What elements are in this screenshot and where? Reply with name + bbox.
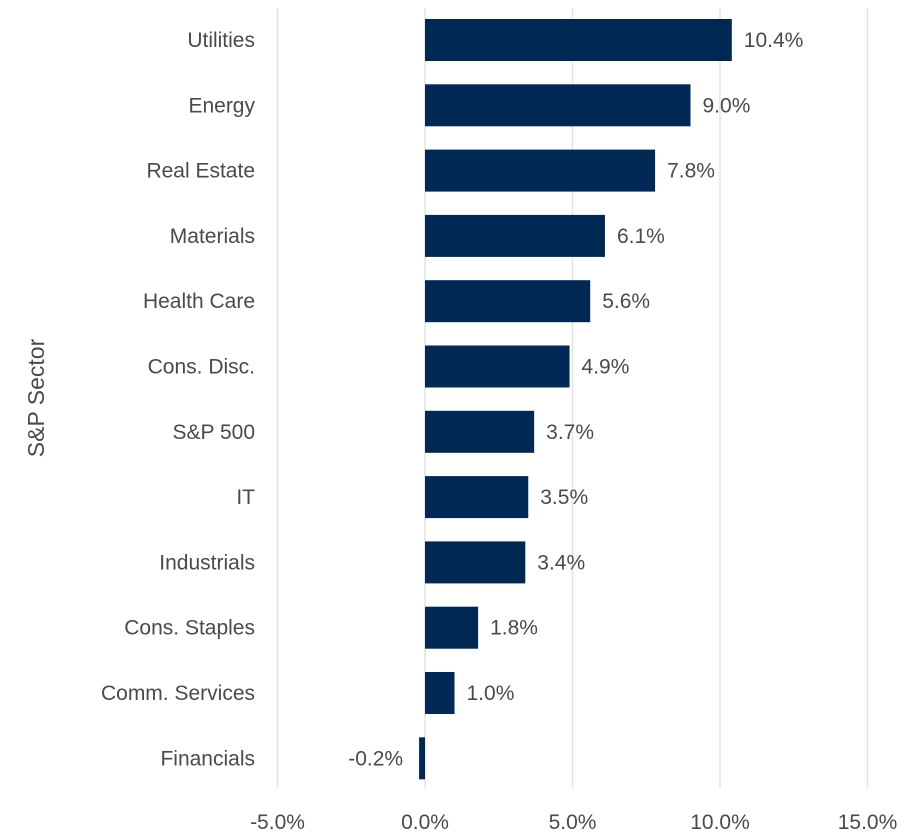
data-label: 1.8% [490,617,538,640]
category-label: Industrials [159,551,255,574]
bar [425,410,535,453]
category-label: Real Estate [146,160,255,183]
bar [425,214,605,257]
bar [425,606,479,649]
data-label: 3.7% [546,421,594,444]
data-label: 5.6% [602,290,650,313]
bar [425,541,526,584]
bars [419,19,732,780]
gridlines [276,8,869,788]
category-label: Financials [160,747,255,770]
x-tick-label: -5.0% [250,811,305,832]
data-label: 7.8% [667,160,715,183]
data-label: 6.1% [617,225,665,248]
x-tick-label: 5.0% [549,811,597,832]
x-tick-label: 15.0% [838,811,898,832]
category-label: Cons. Staples [124,617,255,640]
data-label: -0.2% [348,747,403,770]
data-label: 3.4% [537,551,585,574]
x-tick-label: 0.0% [401,811,449,832]
category-label: Comm. Services [101,682,255,705]
x-axis-tick-labels: -5.0% 0.0% 5.0% 10.0% 15.0% [250,811,897,832]
category-label: Materials [170,225,255,248]
bar [419,737,425,780]
x-tick-label: 10.0% [690,811,750,832]
bar [425,476,529,519]
y-axis-title: S&P Sector [23,338,49,457]
bar [425,84,691,127]
category-labels: Utilities Energy Real Estate Materials Healt… [101,29,256,770]
data-label: 1.0% [467,682,515,705]
data-label: 4.9% [582,356,630,379]
category-label: Health Care [143,290,255,313]
category-label: IT [236,486,255,509]
bar [425,672,455,714]
category-label: Energy [188,94,255,117]
category-label: S&P 500 [172,421,255,444]
data-label: 9.0% [703,94,751,117]
category-label: Utilities [187,29,255,52]
bar [425,280,591,323]
data-label: 10.4% [744,29,804,52]
bar [425,345,570,388]
bar [425,149,656,192]
data-label: 3.5% [540,486,588,509]
category-label: Cons. Disc. [148,356,255,379]
value-labels: 10.4% 9.0% 7.8% 6.1% 5.6% 4.9% 3.7% 3.5% 3.4% 1.8… [348,29,803,770]
bar [425,19,732,61]
